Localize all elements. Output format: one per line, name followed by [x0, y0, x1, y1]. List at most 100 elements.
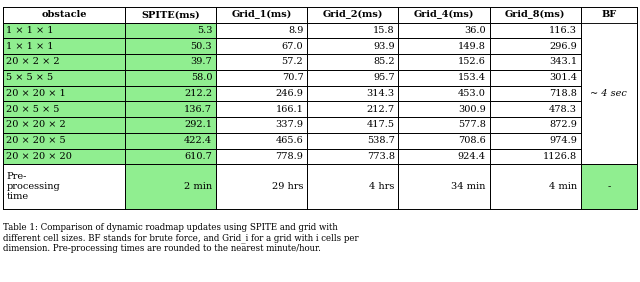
Bar	[3, 70, 125, 85]
Bar	[399, 133, 490, 149]
Text: 718.8: 718.8	[549, 89, 577, 98]
Text: 337.9: 337.9	[275, 120, 303, 129]
Text: 15.8: 15.8	[373, 26, 395, 35]
Bar	[490, 133, 581, 149]
Text: ~ 4 sec: ~ 4 sec	[591, 89, 627, 98]
Text: 708.6: 708.6	[458, 136, 486, 145]
Bar	[125, 101, 216, 117]
Bar	[216, 133, 307, 149]
Bar	[216, 101, 307, 117]
Bar	[125, 133, 216, 149]
Text: 8.9: 8.9	[288, 26, 303, 35]
Text: 4 hrs: 4 hrs	[369, 182, 395, 191]
Text: 58.0: 58.0	[191, 73, 212, 82]
Bar	[490, 101, 581, 117]
Bar	[3, 149, 125, 164]
Bar	[3, 38, 125, 54]
Text: 152.6: 152.6	[458, 58, 486, 67]
Text: 773.8: 773.8	[367, 152, 395, 161]
Bar	[3, 7, 637, 209]
Bar	[490, 164, 581, 209]
Text: 343.1: 343.1	[549, 58, 577, 67]
Bar	[399, 7, 490, 23]
Bar	[216, 85, 307, 101]
Text: Pre-
processing
time: Pre- processing time	[6, 172, 60, 201]
Bar	[490, 38, 581, 54]
Bar	[490, 54, 581, 70]
Bar	[3, 101, 125, 117]
Text: -: -	[607, 182, 611, 191]
Text: Table 1: Comparison of dynamic roadmap updates using SPITE and grid with
differe: Table 1: Comparison of dynamic roadmap u…	[3, 223, 359, 253]
Bar	[216, 149, 307, 164]
Bar	[307, 133, 399, 149]
Bar	[490, 149, 581, 164]
Text: 417.5: 417.5	[367, 120, 395, 129]
Text: 538.7: 538.7	[367, 136, 395, 145]
Text: 478.3: 478.3	[549, 105, 577, 114]
Bar	[216, 54, 307, 70]
Text: 93.9: 93.9	[373, 42, 395, 51]
Bar	[216, 164, 307, 209]
Text: 577.8: 577.8	[458, 120, 486, 129]
Text: 85.2: 85.2	[373, 58, 395, 67]
Bar	[307, 23, 399, 38]
Bar	[307, 101, 399, 117]
Bar	[125, 7, 216, 23]
Text: Grid_1(ms): Grid_1(ms)	[232, 10, 292, 19]
Text: 20 × 20 × 2: 20 × 20 × 2	[6, 120, 66, 129]
Bar	[125, 164, 216, 209]
Bar	[125, 70, 216, 85]
Text: Grid_4(ms): Grid_4(ms)	[414, 10, 474, 19]
Bar	[125, 117, 216, 133]
Bar	[581, 7, 637, 23]
Bar	[399, 23, 490, 38]
Bar	[216, 117, 307, 133]
Text: 20 × 20 × 20: 20 × 20 × 20	[6, 152, 72, 161]
Text: 36.0: 36.0	[464, 26, 486, 35]
Text: 95.7: 95.7	[373, 73, 395, 82]
Text: 246.9: 246.9	[276, 89, 303, 98]
Bar	[125, 23, 216, 38]
Bar	[490, 70, 581, 85]
Bar	[399, 85, 490, 101]
Text: 29 hrs: 29 hrs	[272, 182, 303, 191]
Bar	[399, 164, 490, 209]
Text: 20 × 20 × 1: 20 × 20 × 1	[6, 89, 66, 98]
Text: 212.7: 212.7	[367, 105, 395, 114]
Bar	[216, 38, 307, 54]
Text: 1126.8: 1126.8	[543, 152, 577, 161]
Text: SPITE(ms): SPITE(ms)	[141, 10, 200, 19]
Text: 1 × 1 × 1: 1 × 1 × 1	[6, 26, 54, 35]
Bar	[3, 23, 125, 38]
Bar	[3, 85, 125, 101]
Bar	[399, 38, 490, 54]
Text: 4 min: 4 min	[549, 182, 577, 191]
Bar	[490, 7, 581, 23]
Text: 872.9: 872.9	[549, 120, 577, 129]
Bar	[399, 70, 490, 85]
Bar	[125, 38, 216, 54]
Bar	[3, 117, 125, 133]
Text: 70.7: 70.7	[282, 73, 303, 82]
Text: 924.4: 924.4	[458, 152, 486, 161]
Bar	[307, 85, 399, 101]
Text: 301.4: 301.4	[549, 73, 577, 82]
Bar	[3, 164, 125, 209]
Text: 34 min: 34 min	[451, 182, 486, 191]
Text: 153.4: 153.4	[458, 73, 486, 82]
Text: 610.7: 610.7	[184, 152, 212, 161]
Text: 422.4: 422.4	[184, 136, 212, 145]
Bar	[216, 23, 307, 38]
Text: 116.3: 116.3	[549, 26, 577, 35]
Bar	[307, 54, 399, 70]
Bar	[307, 70, 399, 85]
Text: BF: BF	[601, 10, 616, 19]
Text: 778.9: 778.9	[276, 152, 303, 161]
Bar	[399, 101, 490, 117]
Bar	[3, 133, 125, 149]
Text: 212.2: 212.2	[184, 89, 212, 98]
Text: 20 × 2 × 2: 20 × 2 × 2	[6, 58, 60, 67]
Bar	[307, 38, 399, 54]
Bar	[307, 149, 399, 164]
Text: 39.7: 39.7	[191, 58, 212, 67]
